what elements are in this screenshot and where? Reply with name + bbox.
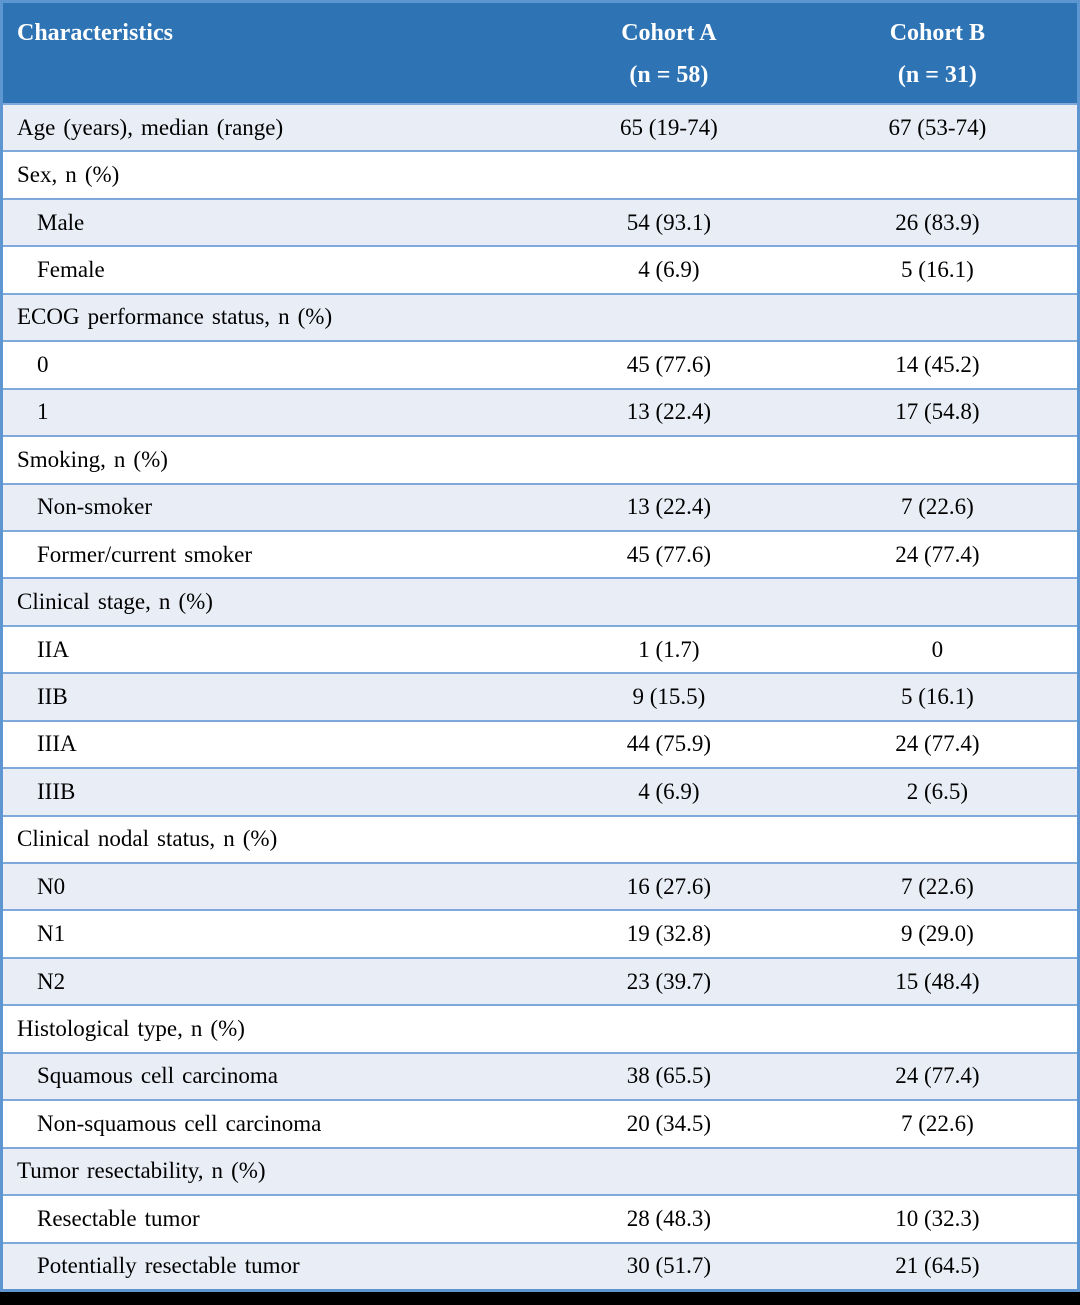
row-label: ECOG performance status, n (%)	[17, 304, 333, 330]
cohort-b-value: 7 (22.6)	[900, 873, 974, 899]
row-label: Non-smoker	[37, 494, 152, 520]
table-row: Clinical stage, n (%)	[3, 577, 1077, 625]
table-row: Tumor resectability, n (%)	[3, 1146, 1077, 1195]
row-label: IIIA	[37, 731, 77, 757]
cohort-a-value: 54 (93.1)	[626, 209, 712, 235]
table-row: Female 4 (6.9) 5 (16.1)	[3, 245, 1077, 293]
header-cohort-b-n: (n = 31)	[897, 62, 977, 88]
table-row: 1 13 (22.4) 17 (54.8)	[3, 387, 1077, 436]
row-label: N2	[37, 968, 66, 994]
row-label: Histological type, n (%)	[17, 1016, 245, 1042]
cohort-b-value: 14 (45.2)	[895, 351, 980, 377]
table-row: IIIB 4 (6.9) 2 (6.5)	[3, 767, 1077, 815]
row-label: Male	[37, 209, 85, 235]
cohort-b-value: 5 (16.1)	[900, 257, 974, 283]
cohort-b-value: 24 (77.4)	[895, 541, 980, 567]
table-row: Non-smoker 13 (22.4) 7 (22.6)	[3, 482, 1077, 530]
table-row: Sex, n (%)	[3, 150, 1077, 198]
table-row: Non-squamous cell carcinoma 20 (34.5) 7 …	[3, 1099, 1077, 1147]
table-row: IIB 9 (15.5) 5 (16.1)	[3, 672, 1077, 720]
bottom-black-bar	[0, 1292, 1080, 1305]
header-cohort-b: Cohort B (n = 31)	[798, 3, 1077, 103]
table-row: N2 23 (39.7) 15 (48.4)	[3, 956, 1077, 1005]
cohort-a-value: 20 (34.5)	[626, 1110, 712, 1136]
cohort-b-value: 2 (6.5)	[906, 778, 969, 804]
cohort-b-value: 9 (29.0)	[900, 921, 974, 947]
cohort-a-value: 1 (1.7)	[638, 636, 700, 662]
cohort-a-value: 30 (51.7)	[626, 1253, 712, 1279]
row-label: Smoking, n (%)	[17, 446, 168, 472]
row-label: Age (years), median (range)	[17, 114, 284, 140]
cohort-a-value: 4 (6.9)	[638, 778, 700, 804]
cohort-b-value: 24 (77.4)	[895, 1063, 980, 1089]
cohort-b-value: 0	[931, 636, 944, 662]
table-row: Clinical nodal status, n (%)	[3, 814, 1077, 862]
table-row: IIA 1 (1.7) 0	[3, 624, 1077, 673]
cohort-b-value: 24 (77.4)	[895, 731, 980, 757]
row-label: Female	[37, 257, 105, 283]
cohort-a-value: 19 (32.8)	[626, 921, 712, 947]
row-label: Tumor resectability, n (%)	[17, 1158, 266, 1184]
cohort-b-value: 10 (32.3)	[895, 1205, 980, 1231]
row-label: Clinical stage, n (%)	[17, 589, 213, 615]
row-label: IIB	[37, 683, 68, 709]
cohort-a-value: 45 (77.6)	[626, 541, 712, 567]
table-row: N0 16 (27.6) 7 (22.6)	[3, 862, 1077, 910]
row-label: N0	[37, 873, 66, 899]
cohort-b-value: 67 (53-74)	[888, 114, 987, 140]
header-characteristics: Characteristics	[17, 20, 173, 46]
cohort-a-value: 13 (22.4)	[626, 399, 712, 425]
table-row: Squamous cell carcinoma 38 (65.5) 24 (77…	[3, 1051, 1077, 1100]
cohort-a-value: 45 (77.6)	[626, 351, 712, 377]
table-row: 0 45 (77.6) 14 (45.2)	[3, 340, 1077, 388]
cohort-a-value: 9 (15.5)	[632, 683, 706, 709]
header-cohort-a-title: Cohort A	[621, 20, 717, 46]
table-row: Age (years), median (range) 65 (19-74) 6…	[3, 103, 1077, 151]
header-cohort-b-title: Cohort B	[889, 20, 986, 46]
row-label: 1	[37, 399, 49, 425]
row-label: Former/current smoker	[37, 541, 252, 567]
cohort-b-value: 5 (16.1)	[900, 683, 974, 709]
header-cohort-a: Cohort A (n = 58)	[540, 3, 798, 103]
cohort-b-value: 26 (83.9)	[895, 209, 980, 235]
cohort-b-value: 7 (22.6)	[900, 494, 974, 520]
row-label: IIIB	[37, 778, 76, 804]
cohort-b-value: 17 (54.8)	[895, 399, 980, 425]
row-label: Resectable tumor	[37, 1205, 200, 1231]
row-label: Squamous cell carcinoma	[37, 1063, 278, 1089]
row-label: Clinical nodal status, n (%)	[17, 826, 278, 852]
cohort-a-value: 38 (65.5)	[626, 1063, 712, 1089]
cohort-b-value: 21 (64.5)	[895, 1253, 980, 1279]
table-row: Potentially resectable tumor 30 (51.7) 2…	[3, 1241, 1077, 1289]
table-row: Smoking, n (%)	[3, 435, 1077, 483]
table-row: Former/current smoker 45 (77.6) 24 (77.4…	[3, 529, 1077, 578]
cohort-a-value: 44 (75.9)	[626, 731, 712, 757]
table-row: N1 19 (32.8) 9 (29.0)	[3, 909, 1077, 957]
cohort-a-value: 16 (27.6)	[626, 873, 712, 899]
table-row: Resectable tumor 28 (48.3) 10 (32.3)	[3, 1194, 1077, 1242]
header-cohort-a-n: (n = 58)	[629, 62, 709, 88]
row-label: N1	[37, 921, 66, 947]
cohort-a-value: 13 (22.4)	[626, 494, 712, 520]
table-row: IIIA 44 (75.9) 24 (77.4)	[3, 719, 1077, 768]
table-row: Histological type, n (%)	[3, 1004, 1077, 1052]
cohort-a-value: 28 (48.3)	[626, 1205, 712, 1231]
table-row: Male 54 (93.1) 26 (83.9)	[3, 197, 1077, 246]
row-label: IIA	[37, 636, 69, 662]
row-label: 0	[37, 351, 49, 377]
cohort-a-value: 23 (39.7)	[626, 968, 712, 994]
row-label: Sex, n (%)	[17, 162, 120, 188]
cohort-b-value: 7 (22.6)	[900, 1110, 974, 1136]
cohort-a-value: 65 (19-74)	[620, 114, 718, 140]
cohort-b-value: 15 (48.4)	[895, 968, 980, 994]
table-body: Age (years), median (range) 65 (19-74) 6…	[3, 103, 1077, 1289]
row-label: Potentially resectable tumor	[37, 1253, 300, 1279]
cohort-a-value: 4 (6.9)	[638, 257, 700, 283]
table-header-row: Characteristics Cohort A (n = 58) Cohort…	[3, 3, 1077, 103]
row-label: Non-squamous cell carcinoma	[37, 1110, 322, 1136]
table-row: ECOG performance status, n (%)	[3, 292, 1077, 341]
